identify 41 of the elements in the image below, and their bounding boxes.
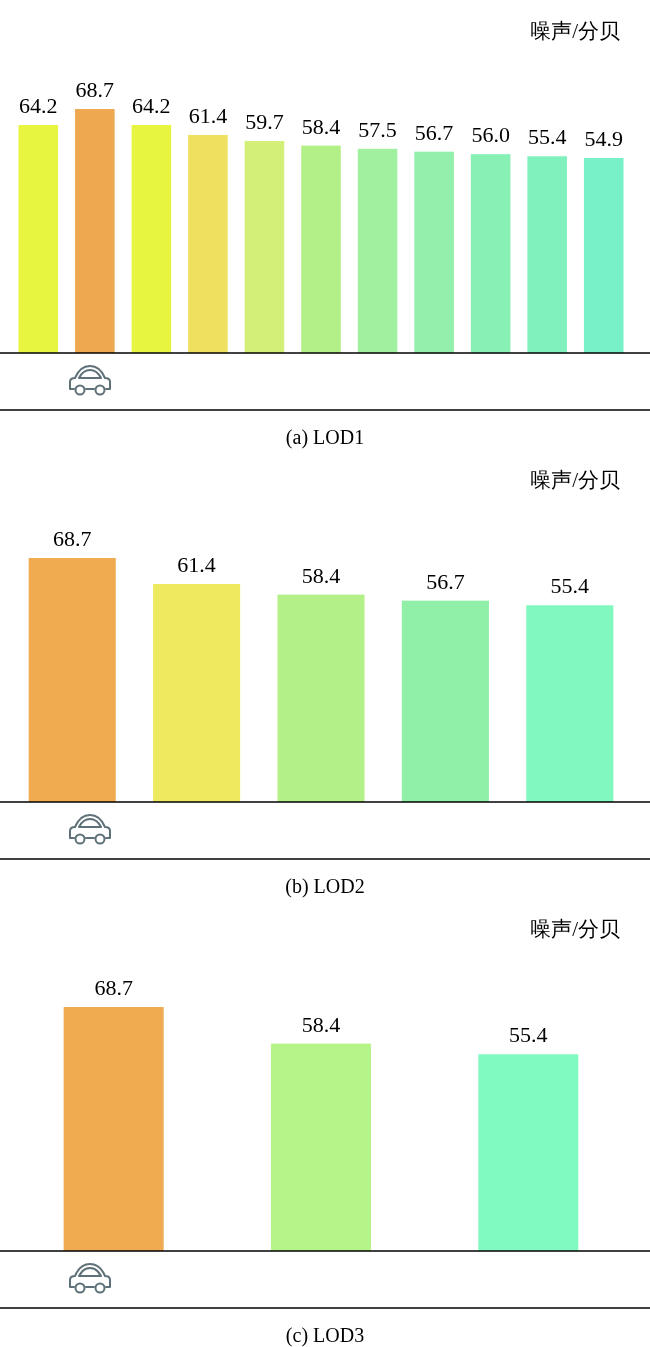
data-label: 59.7	[245, 109, 284, 134]
bar	[301, 145, 341, 353]
bar	[527, 156, 567, 353]
bar	[583, 158, 624, 353]
bar	[470, 154, 511, 353]
data-label: 58.4	[301, 1011, 341, 1037]
bar	[188, 134, 228, 353]
data-label: 64.2	[132, 93, 171, 119]
data-label: 61.4	[177, 551, 216, 577]
bar	[131, 125, 172, 353]
data-label: 56.0	[471, 122, 510, 148]
text: (b) LOD2	[285, 875, 365, 898]
data-label: 58.4	[301, 562, 341, 588]
y-axis-title: 噪声/分贝	[530, 468, 620, 492]
data-label: 56.7	[414, 119, 454, 145]
bar	[526, 605, 614, 802]
data-label: 54.9	[584, 126, 623, 152]
data-label: 55.4	[509, 1022, 548, 1048]
bar	[18, 125, 59, 353]
bar	[244, 141, 285, 353]
data-label: 64.2	[19, 93, 58, 119]
bar	[28, 558, 116, 802]
data-label: 57.5	[358, 116, 397, 142]
data-label: 58.4	[301, 113, 341, 139]
y-axis-title: 噪声/分贝	[530, 19, 620, 43]
data-label: 68.7	[75, 77, 115, 103]
bar	[401, 600, 489, 802]
data-label: 68.7	[52, 526, 92, 552]
text: (a) LOD1	[285, 426, 365, 449]
bar	[357, 148, 398, 353]
text: (c) LOD3	[285, 1324, 365, 1347]
bar	[277, 594, 365, 802]
bar	[75, 109, 115, 353]
data-label: 55.4	[527, 124, 567, 150]
data-label: 56.7	[426, 568, 465, 594]
data-label: 61.4	[188, 102, 228, 128]
bar	[414, 151, 454, 353]
bar	[153, 583, 241, 802]
data-label: 68.7	[94, 975, 133, 1001]
data-label: 55.4	[550, 573, 590, 599]
y-axis-title: 噪声/分贝	[530, 917, 620, 941]
